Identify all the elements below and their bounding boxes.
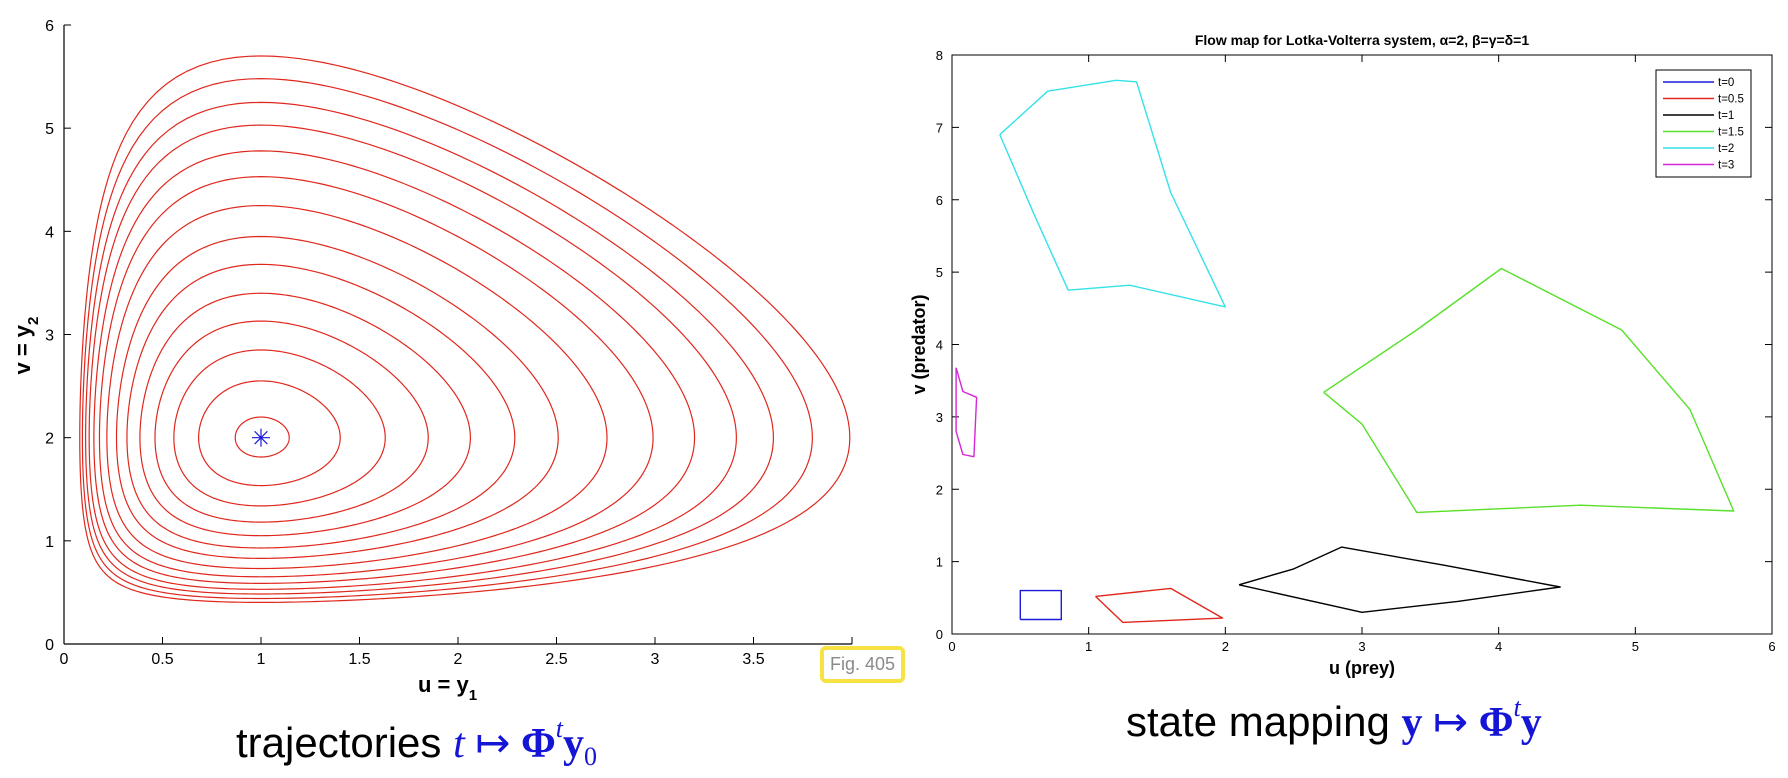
math-sub-0: 0 — [584, 742, 598, 771]
trajectory-orbit — [154, 320, 429, 523]
chart-title: Flow map for Lotka-Volterra system, α=2,… — [1195, 32, 1529, 48]
equilibrium-asterisk-marker — [252, 428, 270, 447]
x-tick-label: 3 — [1358, 639, 1365, 654]
y-tick-label: 8 — [936, 48, 943, 63]
x-tick-label: 2 — [1222, 639, 1229, 654]
x-axis-label: u = y1 — [418, 672, 477, 704]
y-tick-label: 7 — [936, 120, 943, 135]
right-caption-text: state mapping — [1126, 698, 1402, 745]
trajectory-orbit — [81, 78, 813, 600]
math-mapsto: ↦ — [464, 721, 521, 767]
y-tick-label: 3 — [936, 410, 943, 425]
x-tick-label: 0 — [948, 639, 955, 654]
y-tick-label: 4 — [936, 338, 943, 353]
right-caption-math: y ↦ Φty — [1401, 695, 1542, 747]
x-tick-label: 0 — [60, 651, 69, 668]
series-shape-t=0 — [1019, 589, 1063, 621]
series-shape-t=1 — [1238, 546, 1561, 613]
plot-frame — [951, 54, 1773, 635]
y-tick-label: 6 — [936, 193, 943, 208]
x-tick-label: 3 — [651, 651, 660, 668]
figure-number-badge: Fig. 405 — [820, 646, 906, 683]
trajectory-orbit — [234, 416, 290, 458]
math-t: t — [453, 721, 465, 767]
x-tick-label: 2.5 — [545, 651, 567, 668]
legend: t=0 t=0.5 t=1 t=1.5 t=2 t=3 — [1655, 69, 1752, 178]
math-mapsto: ↦ — [1422, 700, 1479, 746]
series-shape-t=0.5 — [1095, 587, 1224, 624]
math-y: y — [563, 721, 585, 767]
math-sup-t: t — [1513, 693, 1521, 722]
y-tick-label: 1 — [936, 555, 943, 570]
trajectory-orbit — [98, 176, 654, 578]
asterisk-stroke — [254, 430, 268, 445]
trajectory-orbit — [88, 124, 737, 590]
y-tick-label: 2 — [936, 482, 943, 497]
trajectory-orbit — [85, 101, 775, 595]
y-tick-label: 0 — [936, 627, 943, 642]
legend-label: t=3 — [1718, 160, 1734, 172]
x-tick-label: 4 — [1495, 639, 1502, 654]
y-tick-label: 6 — [45, 18, 54, 35]
legend-label: t=0.5 — [1718, 94, 1744, 106]
right-flow-map-plot: 0 1 2 3 4 5 6 0 1 2 3 4 5 6 7 8 Flow map for Lotka-Volte… — [909, 32, 1776, 678]
legend-label: t=2 — [1718, 143, 1734, 155]
trajectory-orbit — [115, 235, 559, 559]
y-axis-label-subscript: 2 — [25, 317, 42, 325]
series-shape-t=2 — [999, 79, 1227, 308]
x-tick-label: 0.5 — [151, 651, 173, 668]
y-tick-label: 3 — [45, 328, 54, 345]
x-tick-label: 3.5 — [742, 651, 764, 668]
x-tick-label: 1.5 — [348, 651, 370, 668]
y-tick-label: 4 — [45, 224, 54, 241]
y-axis-label-group: v = y2 — [10, 317, 42, 375]
x-tick-label: 2 — [454, 651, 463, 668]
left-phase-portrait-plot: 00.511.522.533.540123456u = y1v = y2 — [10, 18, 857, 704]
right-caption: state mapping y ↦ Φty — [1126, 695, 1542, 747]
y-tick-label: 5 — [45, 121, 54, 138]
trajectory-orbit — [93, 150, 696, 584]
trajectory-orbit — [79, 55, 851, 603]
y-tick-label: 2 — [45, 431, 54, 448]
x-tick-label: 5 — [1632, 639, 1639, 654]
legend-box — [1655, 69, 1752, 178]
math-sup-t: t — [555, 714, 564, 743]
trajectory-orbit — [126, 263, 516, 549]
x-axis-label-main: u = y — [418, 672, 470, 697]
x-tick-label: 6 — [1768, 639, 1775, 654]
left-caption-math: t ↦ Φty0 — [453, 716, 597, 770]
left-caption: trajectories t ↦ Φty0 — [236, 716, 597, 770]
series-shape-t=1.5 — [1323, 267, 1735, 514]
y-axis-label: v (predator) — [909, 294, 929, 394]
math-y: y — [1520, 700, 1542, 746]
y-axis-label: v = y2 — [10, 317, 42, 375]
x-tick-label: 1 — [257, 651, 266, 668]
y-tick-label: 5 — [936, 265, 943, 280]
left-caption-text: trajectories — [236, 719, 454, 766]
x-axis-label: u (prey) — [1329, 658, 1395, 678]
x-axis-label-subscript: 1 — [469, 687, 477, 704]
trajectory-orbit — [198, 380, 341, 487]
y-axis-label-main: v = y — [10, 324, 35, 374]
legend-label: t=1.5 — [1718, 127, 1744, 139]
math-y: y — [1401, 700, 1423, 746]
x-tick-label: 1 — [1085, 639, 1092, 654]
math-phi: Φ — [1478, 700, 1514, 746]
trajectory-orbit — [106, 204, 608, 570]
legend-label: t=1 — [1718, 110, 1734, 122]
y-tick-label: 1 — [45, 534, 54, 551]
y-tick-label: 0 — [45, 637, 54, 654]
legend-label: t=0 — [1718, 77, 1734, 89]
series-shape-t=3 — [955, 367, 978, 458]
trajectory-orbit — [139, 292, 471, 537]
trajectory-orbit — [173, 349, 386, 507]
math-phi: Φ — [520, 721, 556, 767]
